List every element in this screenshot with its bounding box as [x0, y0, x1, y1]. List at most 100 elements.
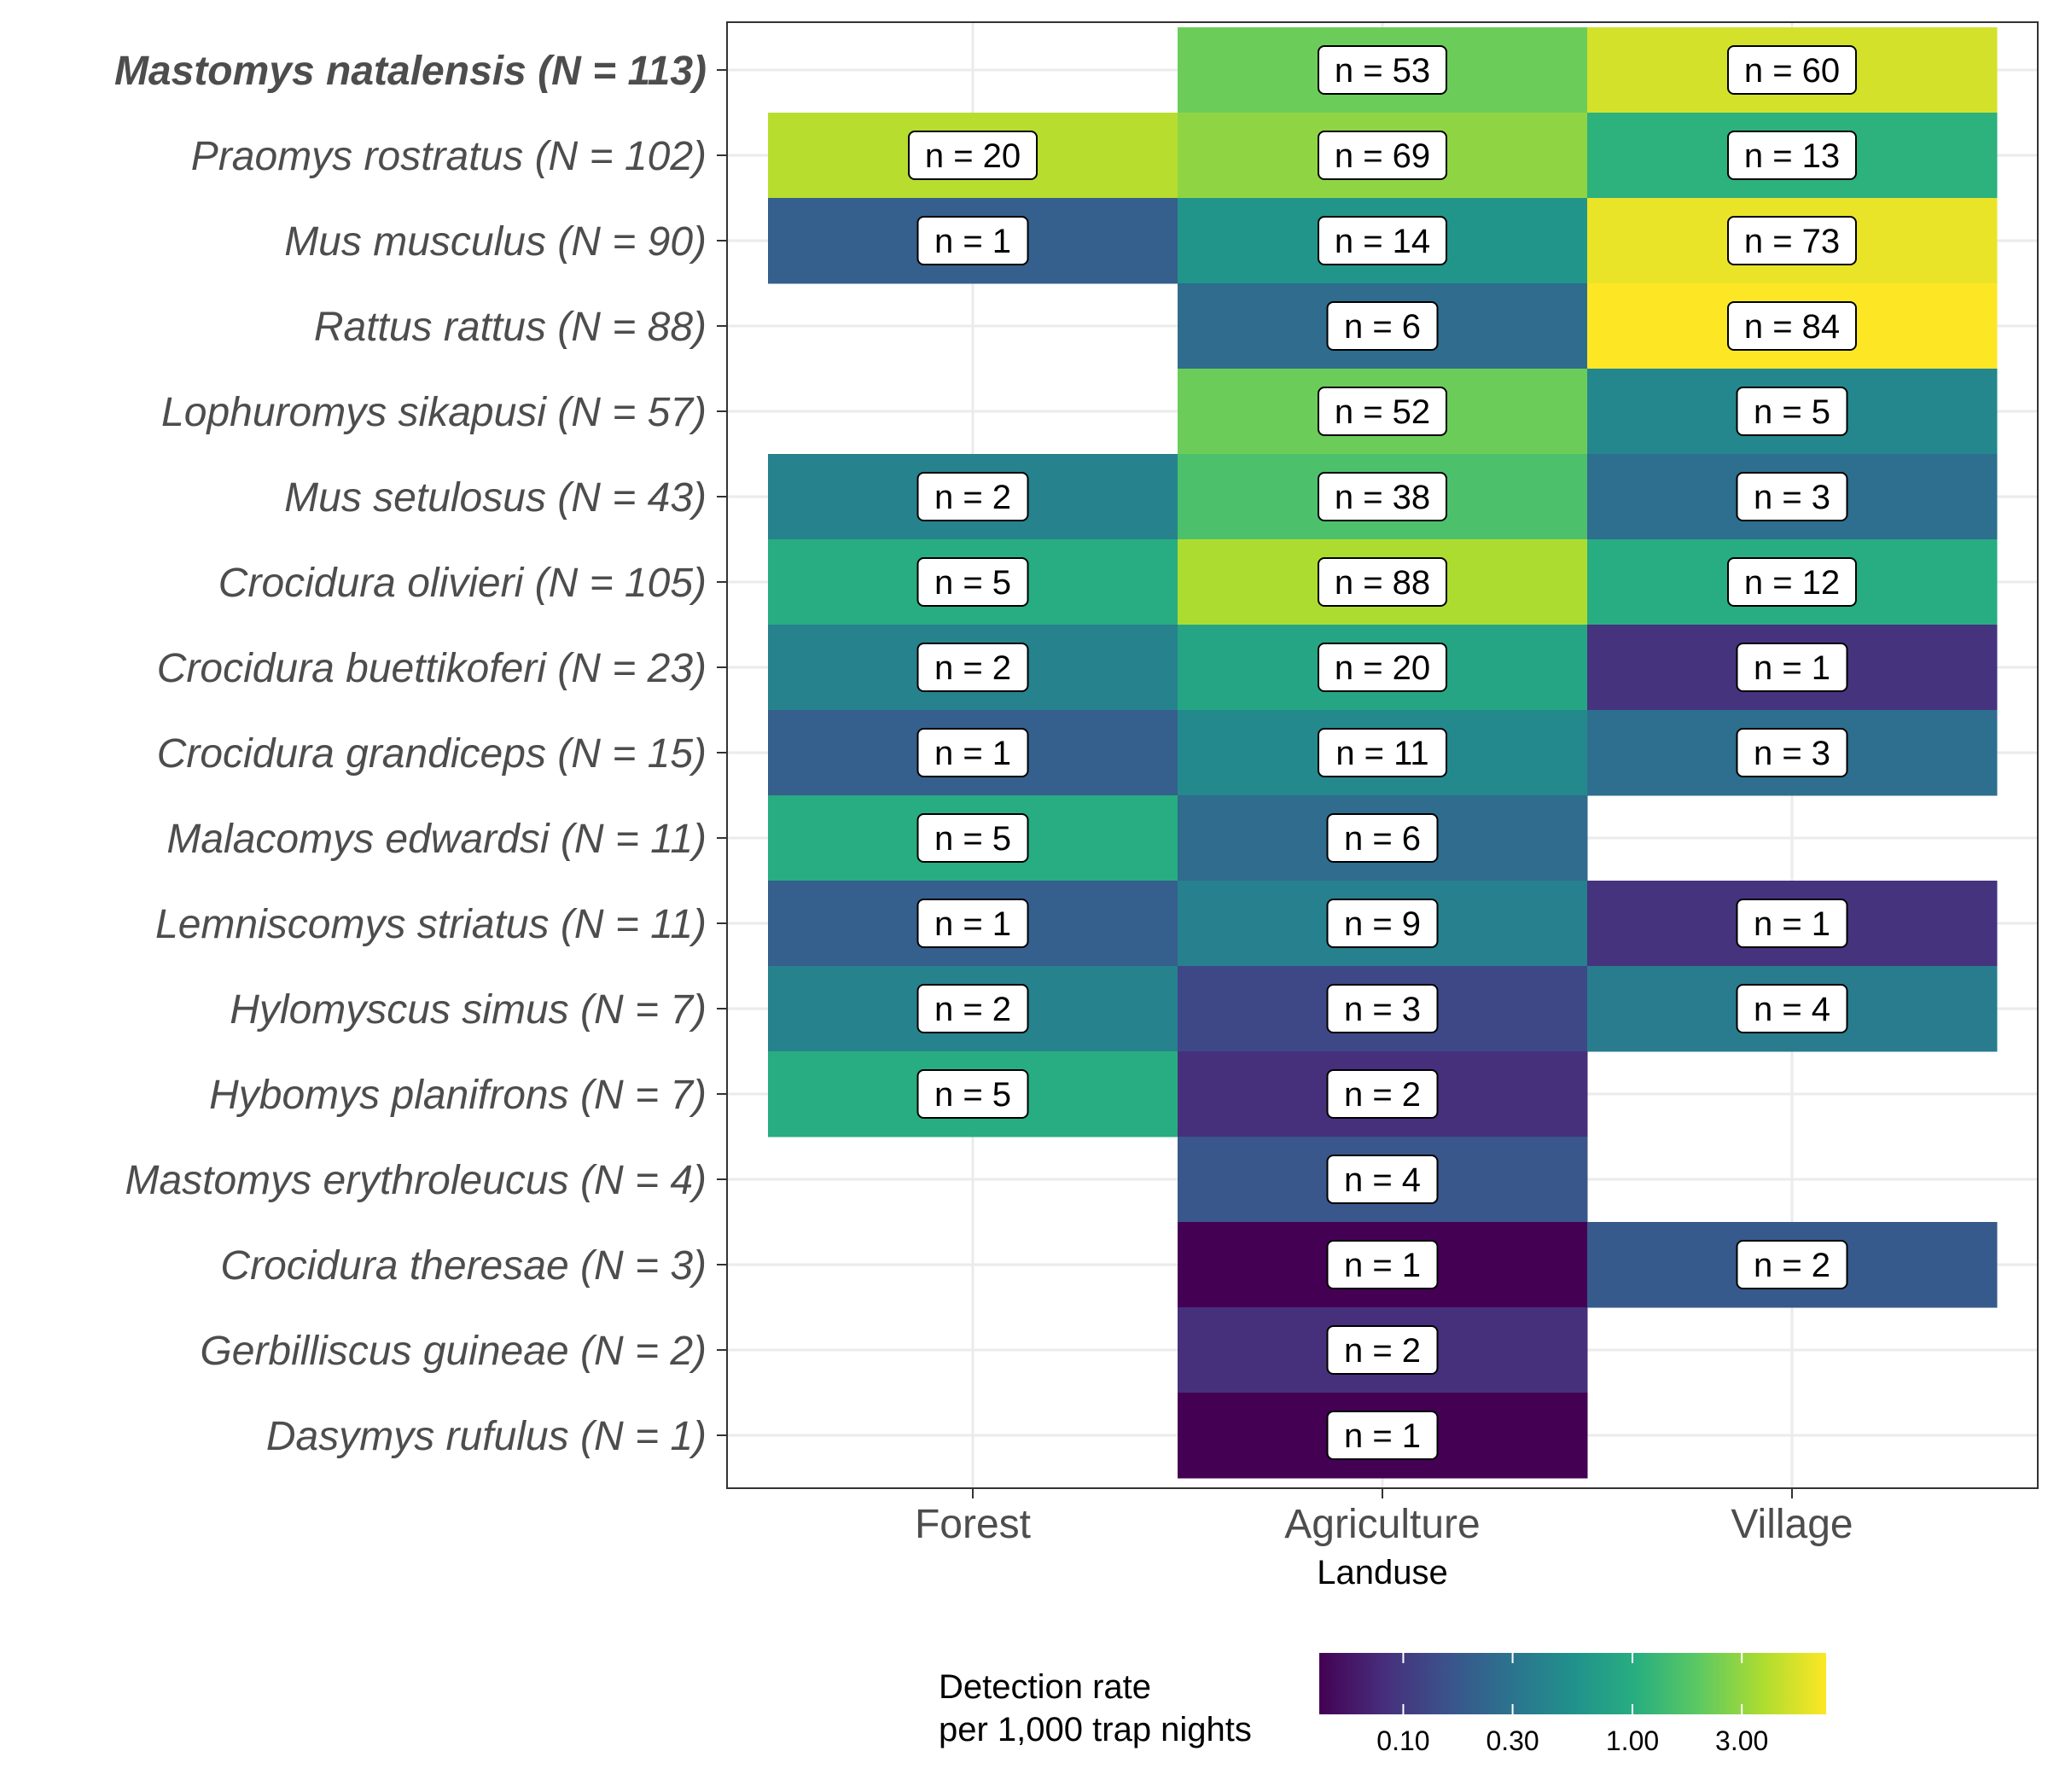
- y-tick-label: Rattus rattus (N = 88): [314, 305, 707, 350]
- cell-label: n = 1: [934, 905, 1011, 943]
- cell-label: n = 6: [1344, 820, 1421, 858]
- cell-label-box: [916, 216, 1029, 265]
- cell-label-box: [916, 728, 1029, 777]
- x-axis-title: Landuse: [1317, 1554, 1447, 1591]
- cell-label: n = 9: [1344, 905, 1421, 943]
- cell-label-box: [1326, 1155, 1439, 1204]
- legend-title-line-2: per 1,000 trap nights: [939, 1711, 1252, 1748]
- cell-label-box: [916, 813, 1029, 863]
- cell-label-box: [1736, 387, 1848, 436]
- cell-label-box: [1318, 45, 1447, 95]
- y-tick-label: Mastomys erythroleucus (N = 4): [125, 1158, 707, 1203]
- y-tick-label: Lemniscomys striatus (N = 11): [155, 902, 707, 947]
- cell-label: n = 52: [1335, 393, 1430, 431]
- y-tick-label: Hybomys planifrons (N = 7): [209, 1073, 707, 1118]
- cell-label: n = 13: [1744, 137, 1840, 175]
- legend-ticks: 0.10 0.30 1.00 3.00: [1376, 1653, 1768, 1756]
- cell-label: n = 1: [1754, 649, 1830, 687]
- cell-label: n = 5: [934, 1076, 1011, 1114]
- cell-label-box: [1326, 301, 1439, 351]
- cell-label: n = 3: [1754, 735, 1830, 772]
- cell-label: n = 38: [1335, 479, 1430, 516]
- cell-label-box: [1736, 1240, 1848, 1289]
- cell-label-box: [1727, 557, 1857, 607]
- legend-tick-label: 0.30: [1486, 1725, 1539, 1756]
- x-tick-label: Village: [1731, 1502, 1853, 1547]
- cell-label: n = 2: [934, 479, 1011, 516]
- cell-label: n = 4: [1344, 1161, 1421, 1199]
- y-tick-label: Crocidura grandiceps (N = 15): [157, 731, 707, 777]
- cell-label: n = 1: [934, 735, 1011, 772]
- cell-label: n = 69: [1335, 137, 1430, 175]
- y-tick-label: Dasymys rufulus (N = 1): [266, 1414, 707, 1459]
- cell-label-box: [916, 472, 1029, 521]
- cell-label-box: [1727, 301, 1857, 351]
- cell-label: n = 5: [1754, 393, 1830, 431]
- cell-label-box: [908, 131, 1038, 180]
- y-tick-label: Praomys rostratus (N = 102): [191, 134, 707, 179]
- cell-label-box: [1318, 557, 1447, 607]
- y-tick-label: Crocidura buettikoferi (N = 23): [157, 646, 707, 691]
- y-axis: Mastomys natalensis (N = 113) Praomys ros…: [114, 49, 727, 1459]
- cell-label: n = 2: [1754, 1247, 1830, 1284]
- cell-label-box: [1736, 643, 1848, 692]
- cell-label: n = 14: [1335, 223, 1430, 260]
- cell-label-box: [1326, 1240, 1439, 1289]
- cell-label: n = 1: [1754, 905, 1830, 943]
- cell-label: n = 5: [934, 820, 1011, 858]
- x-tick-label: Agriculture: [1284, 1502, 1480, 1547]
- cell-label-box: [916, 557, 1029, 607]
- cell-label: n = 2: [934, 649, 1011, 687]
- cell-label: n = 1: [1344, 1247, 1421, 1284]
- cell-label: n = 53: [1335, 52, 1430, 90]
- cell-label-box: [1318, 216, 1447, 265]
- cell-label: n = 20: [925, 137, 1021, 175]
- cell-label-box: [916, 899, 1029, 948]
- cell-label-box: [1727, 45, 1857, 95]
- cell-label: n = 84: [1744, 308, 1840, 346]
- cell-label: n = 1: [934, 223, 1011, 260]
- cell-label-box: [1326, 1325, 1439, 1375]
- cell-label-box: [916, 643, 1029, 692]
- cell-label-box: [1736, 899, 1848, 948]
- cell-label-box: [916, 1069, 1029, 1119]
- y-tick-label: Lophuromys sikapusi (N = 57): [161, 390, 707, 435]
- cell-label-box: [1326, 1411, 1439, 1460]
- cell-label-box: [1318, 643, 1447, 692]
- color-legend: Detection rate per 1,000 trap nights 0.1…: [939, 1653, 1826, 1756]
- cell-label-box: [1727, 216, 1857, 265]
- cell-label-box: [1326, 813, 1439, 863]
- cell-label-box: [1736, 472, 1848, 521]
- cell-label-box: [1736, 984, 1848, 1033]
- cell-label: n = 2: [934, 991, 1011, 1028]
- y-tick-label: Mastomys natalensis (N = 113): [114, 49, 707, 94]
- y-tick-label: Gerbilliscus guineae (N = 2): [200, 1329, 707, 1374]
- cell-label-box: [1318, 387, 1447, 436]
- cell-label-box: [1326, 1069, 1439, 1119]
- cell-label: n = 2: [1344, 1076, 1421, 1114]
- cell-label: n = 5: [934, 564, 1011, 602]
- cell-label: n = 88: [1335, 564, 1430, 602]
- cell-label: n = 11: [1335, 735, 1428, 772]
- cell-label-box: [1326, 984, 1439, 1033]
- y-tick-label: Mus musculus (N = 90): [284, 219, 707, 265]
- cell-label: n = 3: [1344, 991, 1421, 1028]
- legend-tick-label: 1.00: [1606, 1725, 1659, 1756]
- cell-label: n = 4: [1754, 991, 1830, 1028]
- y-tick-label: Crocidura olivieri (N = 105): [218, 561, 707, 606]
- legend-title-line-1: Detection rate: [939, 1668, 1151, 1706]
- y-tick-label: Hylomyscus simus (N = 7): [230, 987, 707, 1033]
- cell-label: n = 1: [1344, 1417, 1421, 1455]
- cell-label: n = 2: [1344, 1332, 1421, 1370]
- legend-tick-label: 3.00: [1715, 1725, 1768, 1756]
- cell-label: n = 73: [1744, 223, 1840, 260]
- cell-label-box: [1318, 728, 1447, 777]
- cell-label: n = 60: [1744, 52, 1840, 90]
- cell-label-box: [1318, 472, 1447, 521]
- legend-tick-label: 0.10: [1376, 1725, 1429, 1756]
- x-tick-label: Forest: [915, 1502, 1031, 1547]
- heatmap-cells: [768, 27, 1998, 1479]
- y-tick-label: Crocidura theresae (N = 3): [220, 1243, 707, 1289]
- cell-label-box: [1727, 131, 1857, 180]
